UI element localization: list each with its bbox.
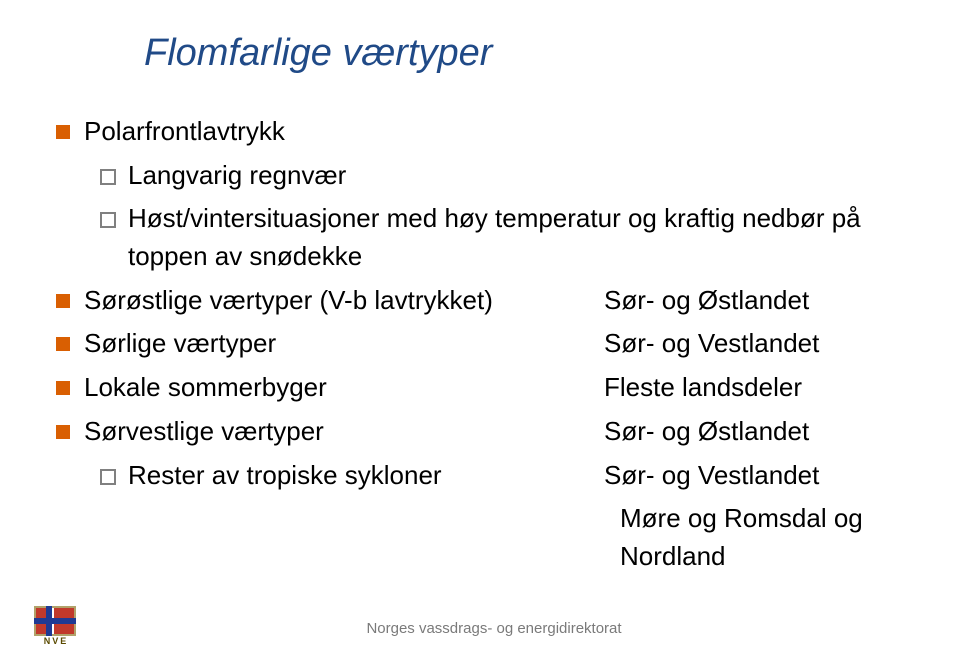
bullet-item: Sørvestlige værtyper Sør- og Østlandet bbox=[56, 413, 904, 451]
bullet-item: Langvarig regnvær bbox=[100, 157, 904, 195]
bullet-label: Langvarig regnvær bbox=[128, 160, 346, 190]
flag-cross-h bbox=[34, 618, 76, 624]
nve-logo: NVE bbox=[28, 606, 84, 650]
bullet-list: Polarfrontlavtrykk Langvarig regnvær Høs… bbox=[56, 113, 904, 494]
bullet-label: Sørlige værtyper bbox=[84, 325, 604, 363]
bullet-item: Sørøstlige værtyper (V-b lavtrykket) Sør… bbox=[56, 282, 904, 320]
trailing-right-line: Møre og Romsdal og bbox=[620, 500, 904, 538]
bullet-item: Lokale sommerbyger Fleste landsdeler bbox=[56, 369, 904, 407]
content-area: Polarfrontlavtrykk Langvarig regnvær Høs… bbox=[56, 113, 904, 576]
footer: NVE Norges vassdrags- og energidirektora… bbox=[0, 610, 960, 646]
bullet-label: Lokale sommerbyger bbox=[84, 369, 604, 407]
bullet-item: Rester av tropiske sykloner Sør- og Vest… bbox=[100, 457, 904, 495]
slide-title: Flomfarlige værtyper bbox=[144, 32, 904, 75]
trailing-right-line: Nordland bbox=[620, 538, 904, 576]
bullet-value: Sør- og Østlandet bbox=[604, 282, 904, 320]
bullet-label: Sørvestlige værtyper bbox=[84, 413, 604, 451]
bullet-value: Sør- og Vestlandet bbox=[604, 457, 904, 495]
bullet-label: Rester av tropiske sykloner bbox=[128, 457, 604, 495]
sub-list: Rester av tropiske sykloner Sør- og Vest… bbox=[100, 457, 904, 495]
bullet-value: Sør- og Vestlandet bbox=[604, 325, 904, 363]
bullet-value: Fleste landsdeler bbox=[604, 369, 904, 407]
bullet-item: Sørlige værtyper Sør- og Vestlandet bbox=[56, 325, 904, 363]
bullet-value: Sør- og Østlandet bbox=[604, 413, 904, 451]
bullet-item: Høst/vintersituasjoner med høy temperatu… bbox=[100, 200, 904, 275]
logo-caption: NVE bbox=[28, 636, 84, 646]
sub-list: Langvarig regnvær Høst/vintersituasjoner… bbox=[100, 157, 904, 276]
bullet-label: Høst/vintersituasjoner med høy temperatu… bbox=[128, 203, 861, 271]
bullet-item: Polarfrontlavtrykk bbox=[56, 113, 904, 151]
footer-text: Norges vassdrags- og energidirektorat bbox=[28, 620, 960, 637]
bullet-label: Polarfrontlavtrykk bbox=[84, 116, 285, 146]
bullet-label: Sørøstlige værtyper (V-b lavtrykket) bbox=[84, 282, 604, 320]
slide: Flomfarlige værtyper Polarfrontlavtrykk … bbox=[0, 0, 960, 664]
